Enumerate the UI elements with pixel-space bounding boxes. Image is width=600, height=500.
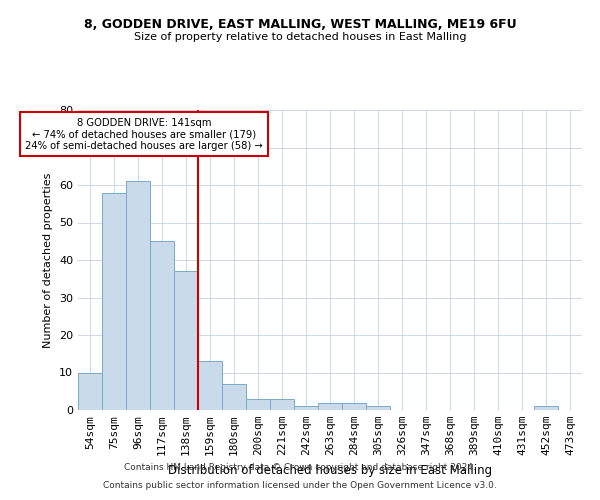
Bar [126,181,150,410]
Bar [318,402,342,410]
Bar [534,406,558,410]
Bar [198,361,222,410]
X-axis label: Distribution of detached houses by size in East Malling: Distribution of detached houses by size … [168,464,492,476]
Bar [102,192,126,410]
Y-axis label: Number of detached properties: Number of detached properties [43,172,53,348]
Bar [222,384,246,410]
Text: Contains public sector information licensed under the Open Government Licence v3: Contains public sector information licen… [103,481,497,490]
Text: 8 GODDEN DRIVE: 141sqm
← 74% of detached houses are smaller (179)
24% of semi-de: 8 GODDEN DRIVE: 141sqm ← 74% of detached… [25,118,263,150]
Bar [174,271,198,410]
Bar [150,242,174,410]
Bar [294,406,318,410]
Bar [78,372,102,410]
Text: Contains HM Land Registry data © Crown copyright and database right 2024.: Contains HM Land Registry data © Crown c… [124,464,476,472]
Bar [366,406,390,410]
Bar [270,399,294,410]
Bar [246,399,270,410]
Text: Size of property relative to detached houses in East Malling: Size of property relative to detached ho… [134,32,466,42]
Text: 8, GODDEN DRIVE, EAST MALLING, WEST MALLING, ME19 6FU: 8, GODDEN DRIVE, EAST MALLING, WEST MALL… [83,18,517,30]
Bar [342,402,366,410]
